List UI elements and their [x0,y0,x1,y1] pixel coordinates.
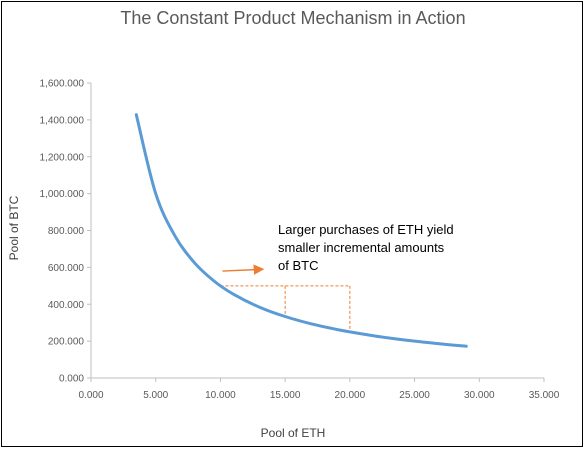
annotation-arrow [222,264,265,275]
x-tick-label: 20.000 [335,390,366,401]
x-tick-label: 15.000 [270,390,301,401]
chart-title: The Constant Product Mechanism in Action [120,8,466,28]
y-axis-title: Pool of BTC [7,195,21,261]
data-point [258,306,261,309]
data-point [232,293,235,296]
y-tick-label: 1,400.000 [40,115,85,126]
x-tick-label: 10.000 [205,390,236,401]
data-point [400,338,403,341]
y-tick-label: 0.000 [59,374,84,385]
y-tick-label: 600.000 [48,263,85,274]
data-point [426,341,429,344]
x-tick-label: 5.000 [143,390,168,401]
y-tick-label: 200.000 [48,337,85,348]
x-tick-label: 0.000 [78,390,103,401]
data-point [135,113,138,116]
data-point [193,261,196,264]
y-tick-label: 1,600.000 [40,79,85,90]
y-tick-label: 400.000 [48,300,85,311]
data-point [348,330,351,333]
chart-annotation: Larger purchases of ETH yield smaller in… [278,222,454,273]
data-point [452,344,455,347]
data-point [310,322,313,325]
y-tick-label: 1,000.000 [40,189,85,200]
data-point [335,328,338,331]
x-axis-title: Pool of ETH [260,426,326,440]
y-tick-label: 800.000 [48,226,85,237]
data-point [374,335,377,338]
data-point [212,279,215,282]
x-tick-label: 25.000 [399,390,430,401]
x-tick-label: 35.000 [529,390,560,401]
data-point [174,235,177,238]
data-point [154,192,157,195]
data-point [284,315,287,318]
data-point [465,345,468,348]
series-line [134,113,468,348]
x-tick-label: 30.000 [464,390,495,401]
y-tick-label: 1,200.000 [40,152,85,163]
